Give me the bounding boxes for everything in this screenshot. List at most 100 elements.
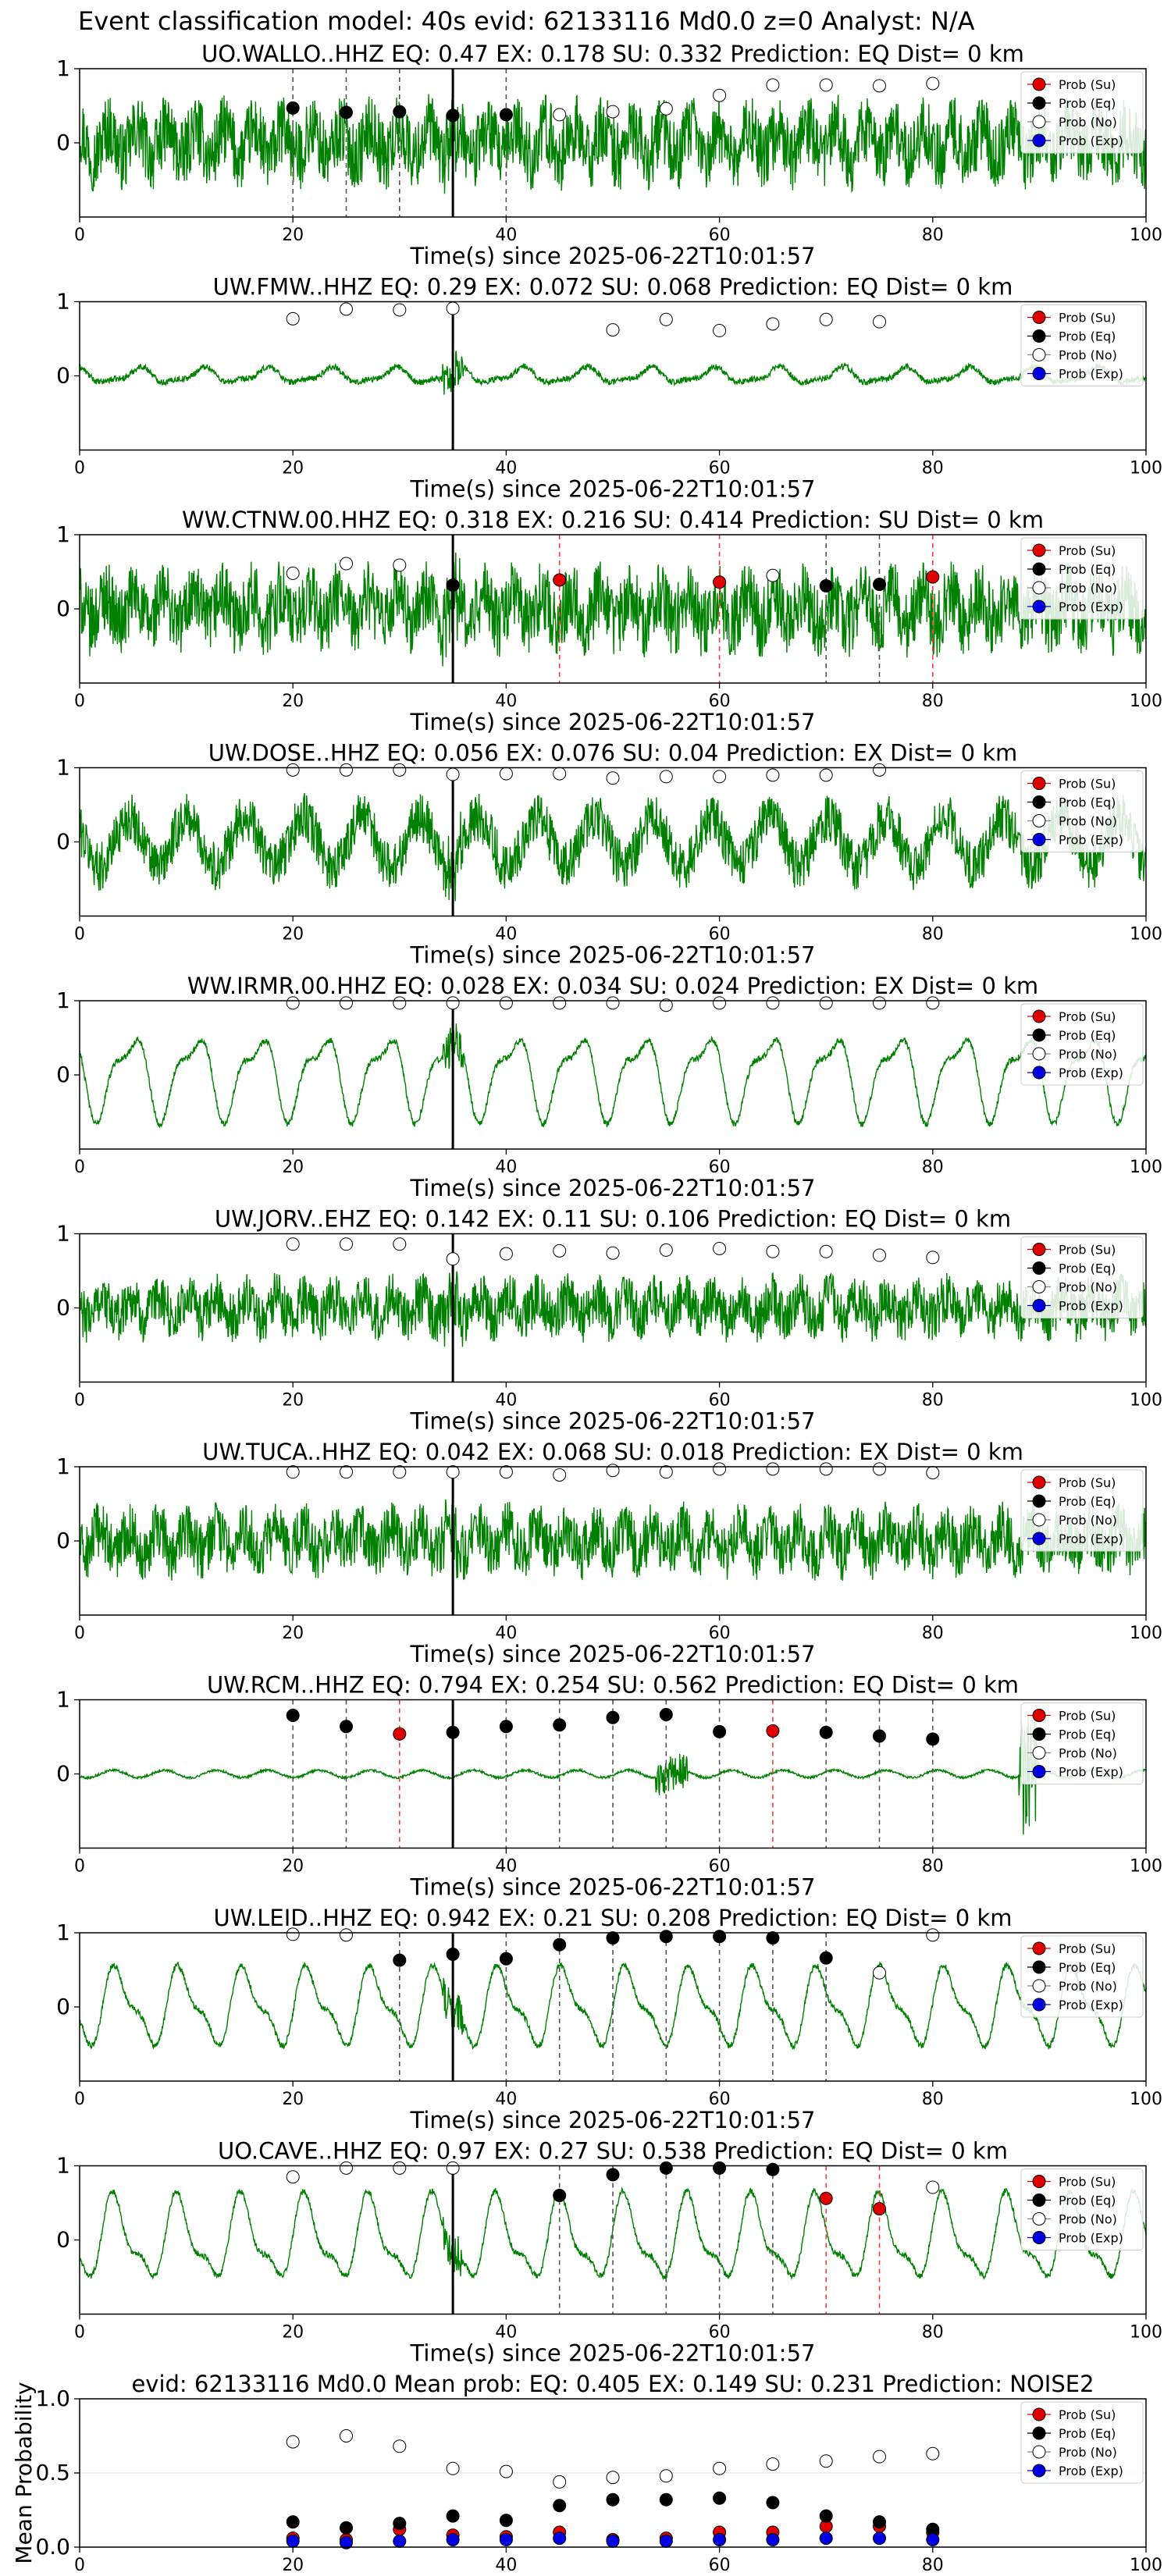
panel-9: UW.LEID..HHZ EQ: 0.942 EX: 0.21 SU: 0.20… <box>56 1905 1162 2133</box>
legend-label-su: Prob (Su) <box>1059 2175 1116 2190</box>
mean-prob-marker-exp <box>819 2532 833 2546</box>
mean-prob-marker-eq <box>340 2521 353 2535</box>
prob-marker-no <box>286 1465 300 1479</box>
prob-marker-eq <box>873 578 886 592</box>
mean-prob-marker-no <box>393 2439 407 2453</box>
x-tick-label: 100 <box>1130 2556 1162 2575</box>
x-tick-label: 60 <box>709 925 731 945</box>
x-tick-label: 60 <box>709 1624 731 1643</box>
prob-marker-no <box>926 76 940 91</box>
mean-prob-marker-no <box>446 2461 460 2475</box>
x-tick-label: 40 <box>495 2090 517 2109</box>
mean-prob-marker-no <box>766 2457 780 2471</box>
legend-marker-eq <box>1032 1727 1046 1741</box>
mean-prob-marker-exp <box>873 2532 886 2546</box>
legend-marker-exp <box>1032 1299 1046 1312</box>
y-tick-label: 0 <box>56 596 70 621</box>
prob-marker-no <box>819 312 833 326</box>
axes-frame <box>79 2165 1147 2315</box>
legend-marker-exp <box>1032 2231 1046 2244</box>
x-tick-label: 80 <box>922 1391 944 1411</box>
x-axis-label: Time(s) since 2025-06-22T10:01:57 <box>410 1408 816 1435</box>
legend-marker-no <box>1032 2445 1046 2459</box>
prob-marker-no <box>766 996 780 1010</box>
waveform-trace <box>80 350 1146 395</box>
prob-marker-eq <box>340 105 353 119</box>
legend-label-su: Prob (Su) <box>1059 77 1116 92</box>
prob-marker-no <box>766 1462 780 1476</box>
panel-10: UO.CAVE..HHZ EQ: 0.97 EX: 0.27 SU: 0.538… <box>56 2138 1162 2367</box>
legend-marker-exp <box>1032 1532 1046 1546</box>
mean-prob-marker-exp <box>553 2532 567 2546</box>
legend-marker-su <box>1032 1243 1046 1256</box>
legend-label-su: Prob (Su) <box>1059 543 1116 558</box>
prob-marker-no <box>606 323 620 337</box>
prob-marker-no <box>926 1928 940 1942</box>
legend-marker-eq <box>1032 2194 1046 2207</box>
x-tick-label: 80 <box>922 226 944 245</box>
x-tick-label: 40 <box>495 1391 517 1411</box>
x-tick-label: 20 <box>282 2556 304 2575</box>
y-tick-label: 0 <box>56 2227 70 2253</box>
prob-marker-no <box>553 767 567 781</box>
legend-label-exp: Prob (Exp) <box>1059 1532 1123 1546</box>
mean-prob-marker-eq <box>553 2499 567 2513</box>
y-tick-label: 1 <box>56 55 70 81</box>
prob-marker-no <box>553 108 567 122</box>
panel-title: UO.WALLO..HHZ EQ: 0.47 EX: 0.178 SU: 0.3… <box>201 41 1024 67</box>
x-axis-label: Time(s) since 2025-06-22T10:01:57 <box>410 1874 816 1901</box>
x-tick-label: 80 <box>922 2323 944 2343</box>
prob-marker-no <box>873 79 886 93</box>
legend-marker-exp <box>1032 133 1046 148</box>
legend-box <box>1020 1469 1144 1552</box>
legend-label-su: Prob (Su) <box>1059 1243 1116 1258</box>
legend-label-exp: Prob (Exp) <box>1059 2231 1123 2246</box>
panel-title: evid: 62133116 Md0.0 Mean prob: EQ: 0.40… <box>131 2371 1094 2397</box>
legend-marker-no <box>1032 1047 1046 1061</box>
x-tick-label: 40 <box>495 1624 517 1643</box>
x-tick-label: 100 <box>1130 1624 1162 1643</box>
prob-marker-no <box>553 1468 567 1482</box>
prob-marker-no <box>393 303 407 317</box>
prob-marker-su <box>713 575 727 589</box>
prob-marker-eq <box>606 1710 620 1724</box>
prob-marker-no <box>713 88 727 102</box>
prob-marker-su <box>819 2191 833 2205</box>
y-tick-label: 1.0 <box>35 2386 70 2411</box>
prob-marker-eq <box>286 101 300 115</box>
legend-label-no: Prob (No) <box>1059 115 1117 130</box>
y-axis-label: Mean Probability <box>11 2382 37 2564</box>
prob-marker-eq <box>766 1931 780 1945</box>
prob-marker-eq <box>659 1708 673 1721</box>
mean-prob-marker-exp <box>446 2533 460 2546</box>
x-tick-label: 80 <box>922 1624 944 1643</box>
x-tick-label: 60 <box>709 226 731 245</box>
legend-label-eq: Prob (Eq) <box>1059 2194 1116 2208</box>
mean-prob-marker-exp <box>393 2534 407 2548</box>
x-tick-label: 100 <box>1130 2090 1162 2109</box>
prob-marker-eq <box>713 1724 727 1738</box>
prob-marker-eq <box>446 578 460 592</box>
prob-marker-no <box>713 1462 727 1476</box>
prob-marker-no <box>393 763 407 777</box>
legend-label-su: Prob (Su) <box>1059 311 1116 326</box>
x-tick-label: 60 <box>709 1391 731 1411</box>
y-tick-label: 0 <box>56 363 70 389</box>
legend-box <box>1020 2401 1144 2484</box>
legend-label-eq: Prob (Eq) <box>1059 562 1116 577</box>
y-tick-label: 0 <box>56 1062 70 1087</box>
prob-marker-no <box>873 1462 886 1476</box>
legend-marker-eq <box>1032 1028 1046 1042</box>
x-tick-label: 0 <box>74 459 85 479</box>
prob-marker-no <box>340 557 353 571</box>
prob-marker-no <box>393 1237 407 1251</box>
mean-prob-marker-exp <box>499 2533 513 2546</box>
waveform-trace <box>80 792 1146 902</box>
mean-prob-marker-eq <box>446 2509 460 2523</box>
x-tick-label: 20 <box>282 1857 304 1877</box>
mean-prob-marker-no <box>873 2450 886 2464</box>
legend-label-no: Prob (No) <box>1059 1047 1117 1062</box>
x-tick-label: 40 <box>495 2323 517 2343</box>
prob-marker-no <box>659 1465 673 1479</box>
